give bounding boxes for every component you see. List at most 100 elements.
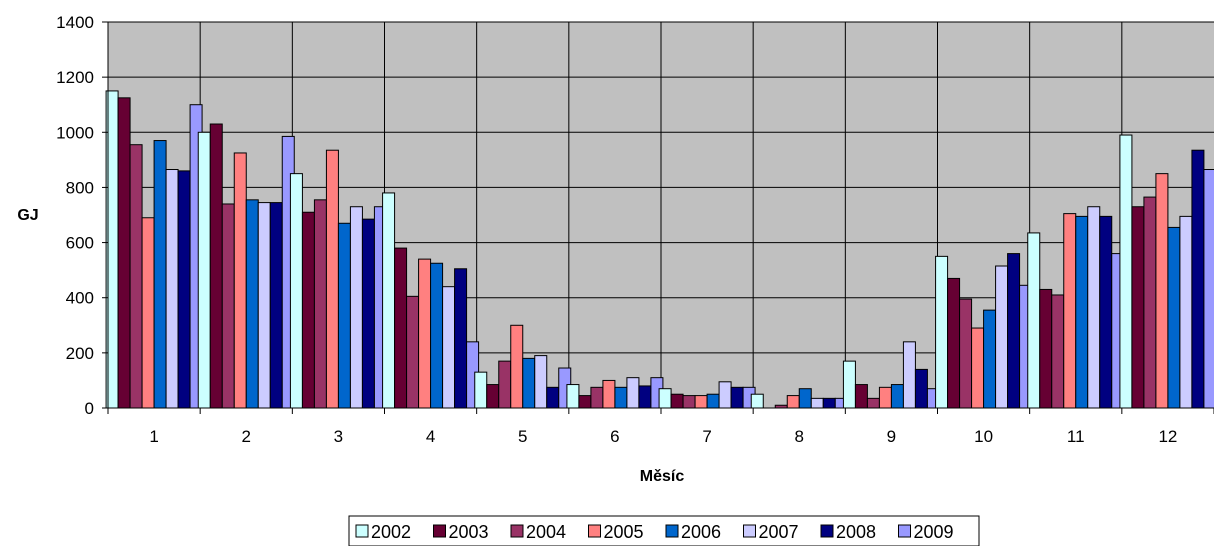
axes (102, 21, 1214, 414)
bar-2007-12 (1179, 215, 1193, 409)
y-tick-label: 1000 (56, 123, 94, 142)
bar-2008-2 (269, 202, 283, 409)
bar-2005-11 (1063, 213, 1077, 409)
bar-2006-5 (522, 357, 536, 409)
bar-2004-1 (129, 144, 143, 409)
bar-2003-12 (1131, 206, 1145, 409)
y-tick-label: 400 (66, 289, 94, 308)
bar-2004-4 (406, 295, 420, 409)
bar-2004-5 (498, 360, 512, 409)
x-tick-labels: 1 2 3 4 5 6 7 8 9 10 11 12 (149, 427, 1177, 446)
bar-2003-7 (670, 393, 684, 409)
bar-2008-7 (730, 386, 744, 409)
bar-2005-1 (141, 217, 155, 409)
bar-2004-3 (313, 199, 327, 409)
legend-swatch-2008 (820, 524, 834, 538)
bar-2002-2 (197, 131, 211, 409)
bar-2004-11 (1051, 294, 1065, 409)
bar-2006-1 (153, 140, 167, 409)
x-tick-label: 1 (149, 427, 158, 446)
bar-2007-7 (718, 381, 732, 409)
x-tick-label: 7 (702, 427, 711, 446)
bar-2003-1 (117, 97, 131, 409)
legend-swatch-2009 (898, 524, 911, 538)
bar-2007-11 (1087, 206, 1101, 409)
legend-label-2002: 2002 (371, 522, 411, 542)
legend-box (348, 515, 980, 546)
bar-2006-3 (337, 222, 351, 409)
y-tick-label: 600 (66, 234, 94, 253)
legend-swatch-2004 (510, 524, 524, 538)
bar-2002-12 (1119, 134, 1133, 409)
bar-2008-8 (822, 397, 836, 409)
bar-2002-6 (566, 384, 580, 409)
bar-2003-9 (854, 384, 868, 409)
legend-label-2008: 2008 (836, 522, 876, 542)
bar-2004-7 (682, 395, 696, 409)
y-axis-title: GJ (17, 207, 38, 224)
bar-2008-3 (361, 218, 375, 409)
x-tick-label: 9 (887, 427, 896, 446)
bar-2003-3 (301, 211, 315, 409)
bar-2008-6 (638, 385, 652, 409)
y-tick-label: 800 (66, 178, 94, 197)
bar-2005-8 (786, 395, 800, 409)
bar-2006-6 (614, 386, 628, 409)
x-tick-label: 2 (242, 427, 251, 446)
bar-2006-4 (430, 262, 444, 409)
bar-2005-6 (602, 379, 616, 409)
y-tick-label: 0 (85, 399, 94, 418)
bar-2002-10 (935, 255, 949, 409)
bar-2007-8 (810, 397, 824, 409)
x-axis-title: Měsíc (640, 468, 685, 485)
bar-2008-11 (1099, 215, 1113, 409)
bar-2004-12 (1143, 196, 1157, 409)
x-tick-label: 8 (795, 427, 804, 446)
bar-2003-11 (1039, 288, 1053, 409)
bar-2002-5 (474, 371, 488, 409)
bar-2002-3 (289, 173, 303, 409)
bar-2005-9 (878, 386, 892, 409)
legend-swatch-2006 (665, 524, 679, 538)
bar-2006-9 (890, 384, 904, 409)
bar-2005-12 (1155, 173, 1169, 409)
legend: 2002 2003 2004 2005 2006 2007 2008 2009 (348, 515, 980, 546)
bar-2006-7 (706, 393, 720, 409)
bar-2009-12 (1203, 169, 1214, 409)
bar-2007-1 (165, 169, 179, 409)
bar-2004-6 (590, 386, 604, 409)
legend-label-2007: 2007 (759, 522, 799, 542)
bar-2007-9 (902, 341, 916, 409)
bar-2002-8 (750, 393, 764, 409)
x-tick-label: 12 (1158, 427, 1177, 446)
bar-2004-2 (221, 203, 235, 409)
bar-2005-2 (233, 152, 247, 409)
y-tick-labels: 0 200 400 600 800 1000 1200 1400 (56, 13, 94, 418)
x-tick-label: 10 (974, 427, 993, 446)
y-tick-label: 200 (66, 344, 94, 363)
legend-swatch-2002 (355, 524, 369, 538)
bar-2007-2 (257, 202, 271, 409)
bar-2003-6 (578, 395, 592, 409)
y-tick-label: 1200 (56, 68, 94, 87)
legend-swatch-2007 (743, 524, 756, 538)
legend-swatch-2005 (588, 524, 601, 538)
bar-2008-5 (546, 386, 560, 409)
bar-2008-12 (1191, 149, 1205, 409)
legend-label-2004: 2004 (526, 522, 566, 542)
bar-2004-10 (959, 298, 973, 409)
legend-label-2009: 2009 (914, 522, 954, 542)
x-tick-label: 11 (1067, 427, 1085, 446)
bar-2002-4 (382, 192, 396, 409)
bar-2007-10 (995, 265, 1009, 409)
bar-2008-1 (177, 170, 191, 409)
x-tick-label: 4 (426, 427, 435, 446)
bar-2003-10 (947, 277, 961, 409)
bar-2005-5 (510, 324, 524, 409)
y-tick-label: 1400 (56, 13, 94, 32)
x-tick-label: 6 (610, 427, 619, 446)
bar-2005-7 (694, 395, 708, 409)
bar-2006-11 (1075, 215, 1089, 409)
bar-2005-10 (971, 327, 985, 409)
